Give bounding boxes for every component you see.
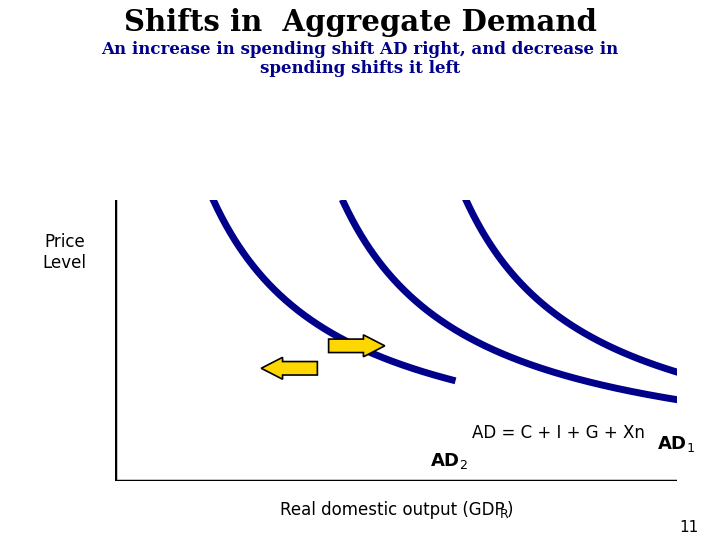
FancyArrow shape xyxy=(261,357,318,379)
Text: R: R xyxy=(500,508,508,521)
Text: An increase in spending shift AD right, and decrease in
spending shifts it left: An increase in spending shift AD right, … xyxy=(102,40,618,77)
Text: AD$_1$: AD$_1$ xyxy=(657,434,695,454)
Text: ): ) xyxy=(507,501,513,519)
Text: Shifts in  Aggregate Demand: Shifts in Aggregate Demand xyxy=(124,8,596,37)
Text: Price
Level: Price Level xyxy=(42,233,86,272)
FancyArrow shape xyxy=(328,335,384,357)
Text: AD$_2$: AD$_2$ xyxy=(430,451,467,471)
Text: Real domestic output (GDP: Real domestic output (GDP xyxy=(280,501,505,519)
Text: 11: 11 xyxy=(679,519,698,535)
Text: AD = C + I + G + Xn: AD = C + I + G + Xn xyxy=(472,424,644,442)
